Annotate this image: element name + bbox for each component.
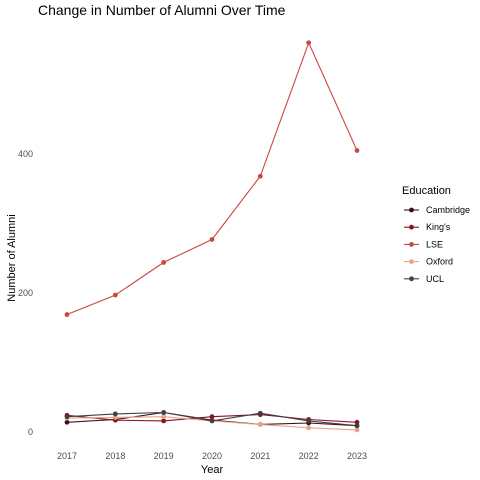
- legend-key-point: [409, 207, 414, 213]
- data-point: [354, 419, 360, 425]
- legend-key-point: [409, 242, 414, 247]
- chart-title: Change in Number of Alumni Over Time: [38, 2, 286, 18]
- legend-label: UCL: [426, 274, 444, 284]
- data-point: [161, 260, 167, 265]
- data-point: [306, 40, 312, 46]
- legend-item: LSE: [404, 239, 443, 249]
- y-tick-label: 400: [18, 149, 33, 159]
- x-tick-label: 2018: [105, 451, 125, 461]
- y-tick-label: 0: [28, 427, 33, 437]
- data-point: [354, 148, 360, 153]
- data-point: [112, 411, 118, 417]
- legend-key-point: [409, 276, 414, 282]
- y-axis-title: Number of Alumni: [6, 214, 18, 301]
- legend-item: UCL: [404, 274, 444, 284]
- data-point: [354, 423, 360, 429]
- y-axis-ticks: 0 200 400: [18, 149, 33, 437]
- data-point: [64, 312, 70, 317]
- legend-label: King's: [426, 222, 451, 232]
- y-tick-label: 200: [18, 288, 33, 298]
- data-point: [112, 292, 118, 298]
- x-tick-label: 2017: [57, 451, 77, 461]
- legend: Education Cambridge King's LSE Oxford UCL: [402, 185, 470, 284]
- data-point: [161, 418, 167, 424]
- legend-item: Cambridge: [404, 205, 470, 215]
- data-point: [209, 414, 215, 420]
- legend-key-point: [409, 224, 414, 230]
- data-point: [161, 410, 167, 415]
- data-point: [257, 410, 263, 416]
- legend-key-point: [409, 259, 414, 264]
- series-line: [66, 41, 358, 316]
- x-tick-label: 2021: [250, 451, 270, 461]
- data-point: [64, 414, 70, 420]
- data-point: [354, 427, 360, 433]
- data-point: [306, 425, 312, 431]
- series-ucl: [64, 410, 360, 429]
- legend-label: LSE: [426, 239, 443, 249]
- x-tick-label: 2019: [154, 451, 174, 461]
- series-lse: [64, 40, 360, 317]
- legend-title: Education: [402, 185, 451, 197]
- data-point: [257, 421, 263, 427]
- legend-label: Cambridge: [426, 205, 470, 215]
- x-tick-label: 2022: [299, 451, 319, 461]
- x-tick-label: 2020: [202, 451, 222, 461]
- data-point: [209, 237, 215, 242]
- series-layer: [64, 40, 360, 433]
- x-tick-label: 2023: [347, 451, 367, 461]
- x-axis-ticks: 2017 2018 2019 2020 2021 2022 2023: [57, 451, 367, 461]
- legend-item: King's: [404, 222, 451, 232]
- x-axis-title: Year: [201, 464, 224, 476]
- data-point: [306, 418, 312, 424]
- data-point: [64, 419, 70, 425]
- legend-item: Oxford: [404, 257, 453, 267]
- data-point: [257, 173, 263, 179]
- data-point: [209, 418, 215, 424]
- data-point: [112, 415, 118, 420]
- data-point: [161, 414, 167, 420]
- legend-label: Oxford: [426, 257, 453, 267]
